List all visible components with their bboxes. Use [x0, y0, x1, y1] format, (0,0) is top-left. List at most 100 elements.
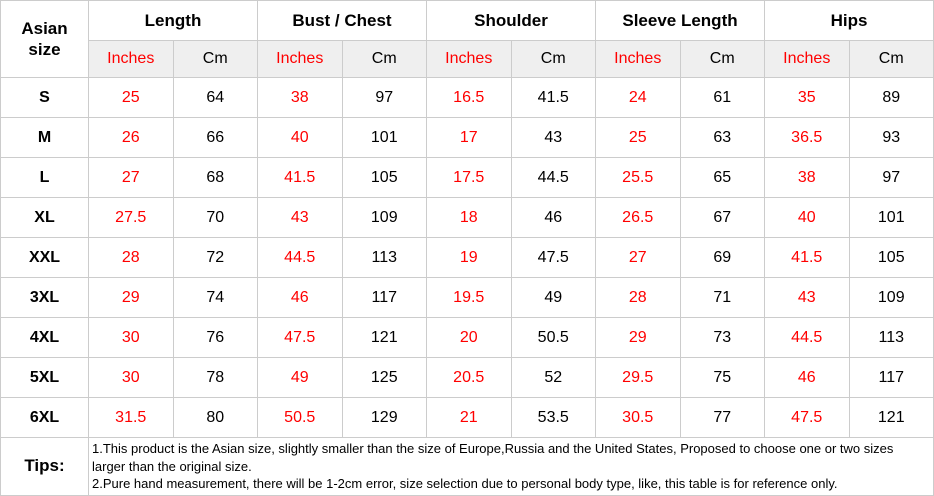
cm-value-cell: 70	[172, 197, 258, 238]
cm-value-cell: 66	[172, 117, 258, 158]
inches-value-cell: 30	[88, 317, 174, 358]
size-label-cell: 5XL	[0, 357, 89, 398]
inches-value-cell: 29.5	[595, 357, 681, 398]
inches-value-cell: 26	[88, 117, 174, 158]
inches-value-cell: 17.5	[426, 157, 512, 198]
inches-value-cell: 28	[88, 237, 174, 278]
inches-value-cell: 43	[257, 197, 343, 238]
tips-text: 1.This product is the Asian size, slight…	[88, 437, 934, 496]
cm-value-cell: 113	[341, 237, 427, 278]
cm-value-cell: 109	[341, 197, 427, 238]
size-table-row: 3XL 29 74 46 117 19.5 49 28 71 43 109	[0, 277, 934, 318]
inches-value-cell: 47.5	[764, 397, 850, 438]
cm-value-cell: 97	[848, 157, 934, 198]
cm-value-cell: 129	[341, 397, 427, 438]
size-chart-header: Asian size Length Bust / Chest Shoulder …	[0, 0, 934, 78]
inches-value-cell: 19.5	[426, 277, 512, 318]
unit-header-cm: Cm	[510, 40, 596, 78]
unit-header-cm: Cm	[341, 40, 427, 78]
unit-header-cm: Cm	[172, 40, 258, 78]
size-label-cell: XXL	[0, 237, 89, 278]
inches-value-cell: 40	[257, 117, 343, 158]
cm-value-cell: 73	[679, 317, 765, 358]
inches-value-cell: 27.5	[88, 197, 174, 238]
cm-value-cell: 101	[341, 117, 427, 158]
cm-value-cell: 52	[510, 357, 596, 398]
size-table-row: XXL 28 72 44.5 113 19 47.5 27 69 41.5 105	[0, 237, 934, 278]
cm-value-cell: 67	[679, 197, 765, 238]
inches-value-cell: 17	[426, 117, 512, 158]
cm-value-cell: 61	[679, 77, 765, 118]
size-table-row: XL 27.5 70 43 109 18 46 26.5 67 40 101	[0, 197, 934, 238]
cm-value-cell: 41.5	[510, 77, 596, 118]
inches-value-cell: 36.5	[764, 117, 850, 158]
inches-value-cell: 27	[595, 237, 681, 278]
unit-header-inches: Inches	[764, 40, 850, 78]
size-table-footer: Tips: 1.This product is the Asian size, …	[0, 437, 934, 496]
cm-value-cell: 47.5	[510, 237, 596, 278]
inches-value-cell: 49	[257, 357, 343, 398]
corner-header-asian-size: Asian size	[0, 0, 89, 78]
inches-value-cell: 40	[764, 197, 850, 238]
inches-value-cell: 47.5	[257, 317, 343, 358]
cm-value-cell: 101	[848, 197, 934, 238]
size-label-cell: 3XL	[0, 277, 89, 318]
inches-value-cell: 29	[595, 317, 681, 358]
cm-value-cell: 46	[510, 197, 596, 238]
size-label-cell: XL	[0, 197, 89, 238]
inches-value-cell: 38	[764, 157, 850, 198]
cm-value-cell: 49	[510, 277, 596, 318]
cm-value-cell: 65	[679, 157, 765, 198]
inches-value-cell: 30.5	[595, 397, 681, 438]
tips-row: Tips: 1.This product is the Asian size, …	[0, 437, 934, 496]
unit-header-inches: Inches	[257, 40, 343, 78]
inches-value-cell: 18	[426, 197, 512, 238]
inches-value-cell: 29	[88, 277, 174, 318]
inches-value-cell: 46	[257, 277, 343, 318]
size-table-row: 5XL 30 78 49 125 20.5 52 29.5 75 46 117	[0, 357, 934, 398]
size-label-cell: 6XL	[0, 397, 89, 438]
cm-value-cell: 74	[172, 277, 258, 318]
inches-value-cell: 21	[426, 397, 512, 438]
cm-value-cell: 50.5	[510, 317, 596, 358]
size-table-body: S 25 64 38 97 16.5 41.5 24 61 35 89 M 26 66 40 101 17 43 2…	[0, 77, 934, 438]
size-label-cell: S	[0, 77, 89, 118]
cm-value-cell: 71	[679, 277, 765, 318]
inches-value-cell: 28	[595, 277, 681, 318]
inches-value-cell: 30	[88, 357, 174, 398]
size-label-cell: L	[0, 157, 89, 198]
group-header-sleeve-length: Sleeve Length	[595, 0, 765, 41]
cm-value-cell: 44.5	[510, 157, 596, 198]
size-label-cell: M	[0, 117, 89, 158]
unit-header-inches: Inches	[595, 40, 681, 78]
unit-header-inches: Inches	[426, 40, 512, 78]
cm-value-cell: 80	[172, 397, 258, 438]
cm-value-cell: 75	[679, 357, 765, 398]
size-table-row: S 25 64 38 97 16.5 41.5 24 61 35 89	[0, 77, 934, 118]
cm-value-cell: 105	[848, 237, 934, 278]
cm-value-cell: 69	[679, 237, 765, 278]
unit-header-row: Inches Cm Inches Cm Inches Cm Inches Cm …	[1, 40, 934, 78]
cm-value-cell: 113	[848, 317, 934, 358]
inches-value-cell: 20	[426, 317, 512, 358]
cm-value-cell: 109	[848, 277, 934, 318]
cm-value-cell: 117	[341, 277, 427, 318]
inches-value-cell: 46	[764, 357, 850, 398]
inches-value-cell: 41.5	[764, 237, 850, 278]
cm-value-cell: 78	[172, 357, 258, 398]
group-header-bust-chest: Bust / Chest	[257, 0, 427, 41]
inches-value-cell: 43	[764, 277, 850, 318]
cm-value-cell: 121	[848, 397, 934, 438]
group-header-length: Length	[88, 0, 258, 41]
size-table-row: M 26 66 40 101 17 43 25 63 36.5 93	[0, 117, 934, 158]
cm-value-cell: 125	[341, 357, 427, 398]
inches-value-cell: 44.5	[257, 237, 343, 278]
inches-value-cell: 38	[257, 77, 343, 118]
cm-value-cell: 53.5	[510, 397, 596, 438]
tips-line-1: 1.This product is the Asian size, slight…	[92, 441, 894, 474]
cm-value-cell: 63	[679, 117, 765, 158]
cm-value-cell: 68	[172, 157, 258, 198]
group-header-shoulder: Shoulder	[426, 0, 596, 41]
inches-value-cell: 26.5	[595, 197, 681, 238]
